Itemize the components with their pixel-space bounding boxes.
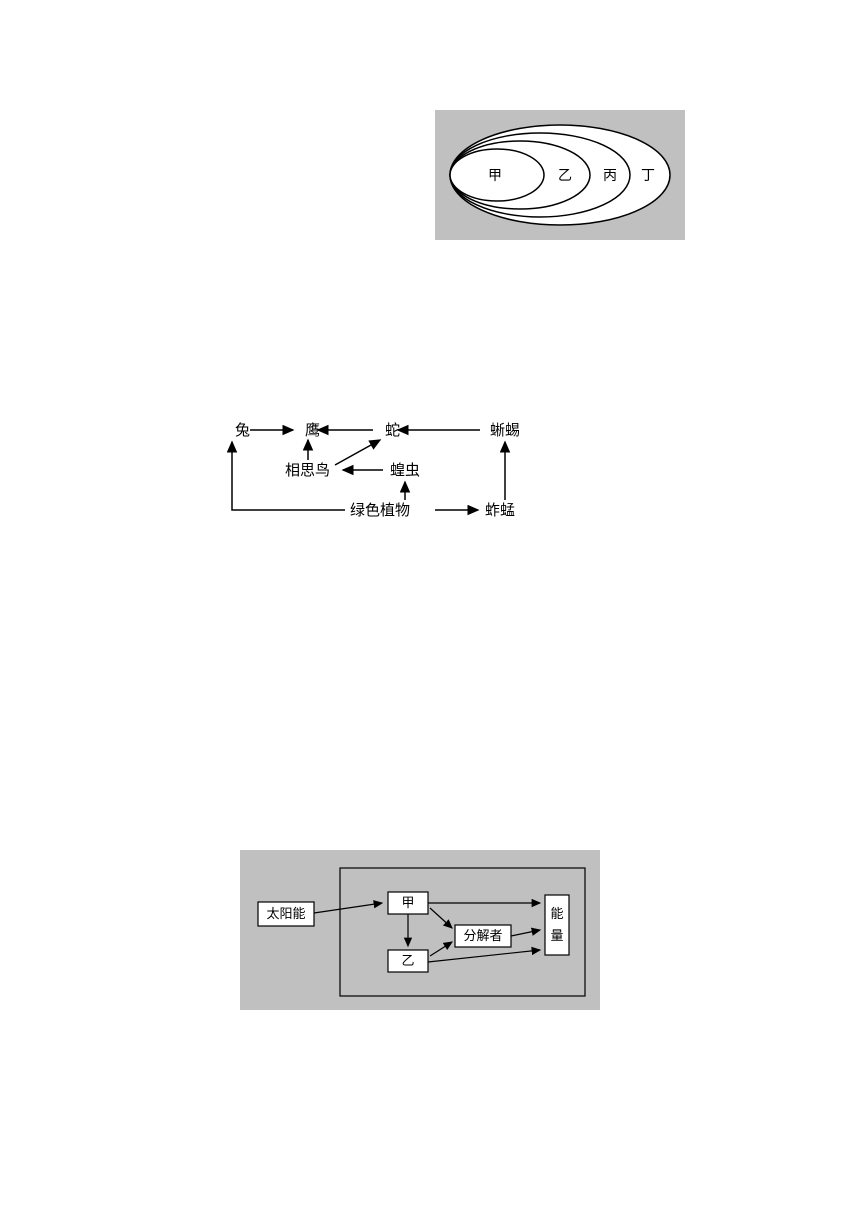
food-web-diagram: 兔 鹰 蛇 蜥蜴 相思鸟 蝗虫 绿色植物 蚱蜢 bbox=[200, 410, 600, 560]
node-grasshopper: 蚱蜢 bbox=[485, 502, 515, 519]
energy-flow-diagram: 太阳能 甲 乙 分解者 能 量 bbox=[240, 850, 600, 1010]
energy-flow-svg: 太阳能 甲 乙 分解者 能 量 bbox=[240, 850, 600, 1010]
node-sun: 太阳能 bbox=[266, 906, 305, 921]
node-rabbit: 兔 bbox=[235, 422, 250, 439]
node-plants: 绿色植物 bbox=[350, 502, 410, 519]
node-locust: 蝗虫 bbox=[390, 462, 420, 479]
node-decomposer: 分解者 bbox=[463, 928, 502, 943]
ellipse-label-bing: 丙 bbox=[603, 169, 617, 184]
node-yi: 乙 bbox=[401, 953, 414, 968]
nested-ellipses-diagram: 甲 乙 丙 丁 bbox=[435, 110, 685, 240]
node-snake: 蛇 bbox=[385, 422, 400, 439]
nested-ellipses-svg: 甲 乙 丙 丁 bbox=[435, 110, 685, 240]
node-energy-2: 量 bbox=[550, 928, 563, 943]
node-lizard: 蜥蜴 bbox=[490, 422, 520, 439]
ellipse-label-ding: 丁 bbox=[641, 169, 655, 184]
node-eagle: 鹰 bbox=[305, 422, 320, 439]
food-web-svg: 兔 鹰 蛇 蜥蜴 相思鸟 蝗虫 绿色植物 蚱蜢 bbox=[200, 410, 600, 560]
node-lovebird: 相思鸟 bbox=[285, 462, 330, 479]
node-jia: 甲 bbox=[401, 895, 414, 910]
node-energy-1: 能 bbox=[550, 906, 563, 921]
ellipse-label-yi: 乙 bbox=[558, 168, 572, 184]
ellipse-label-jia: 甲 bbox=[488, 169, 502, 184]
